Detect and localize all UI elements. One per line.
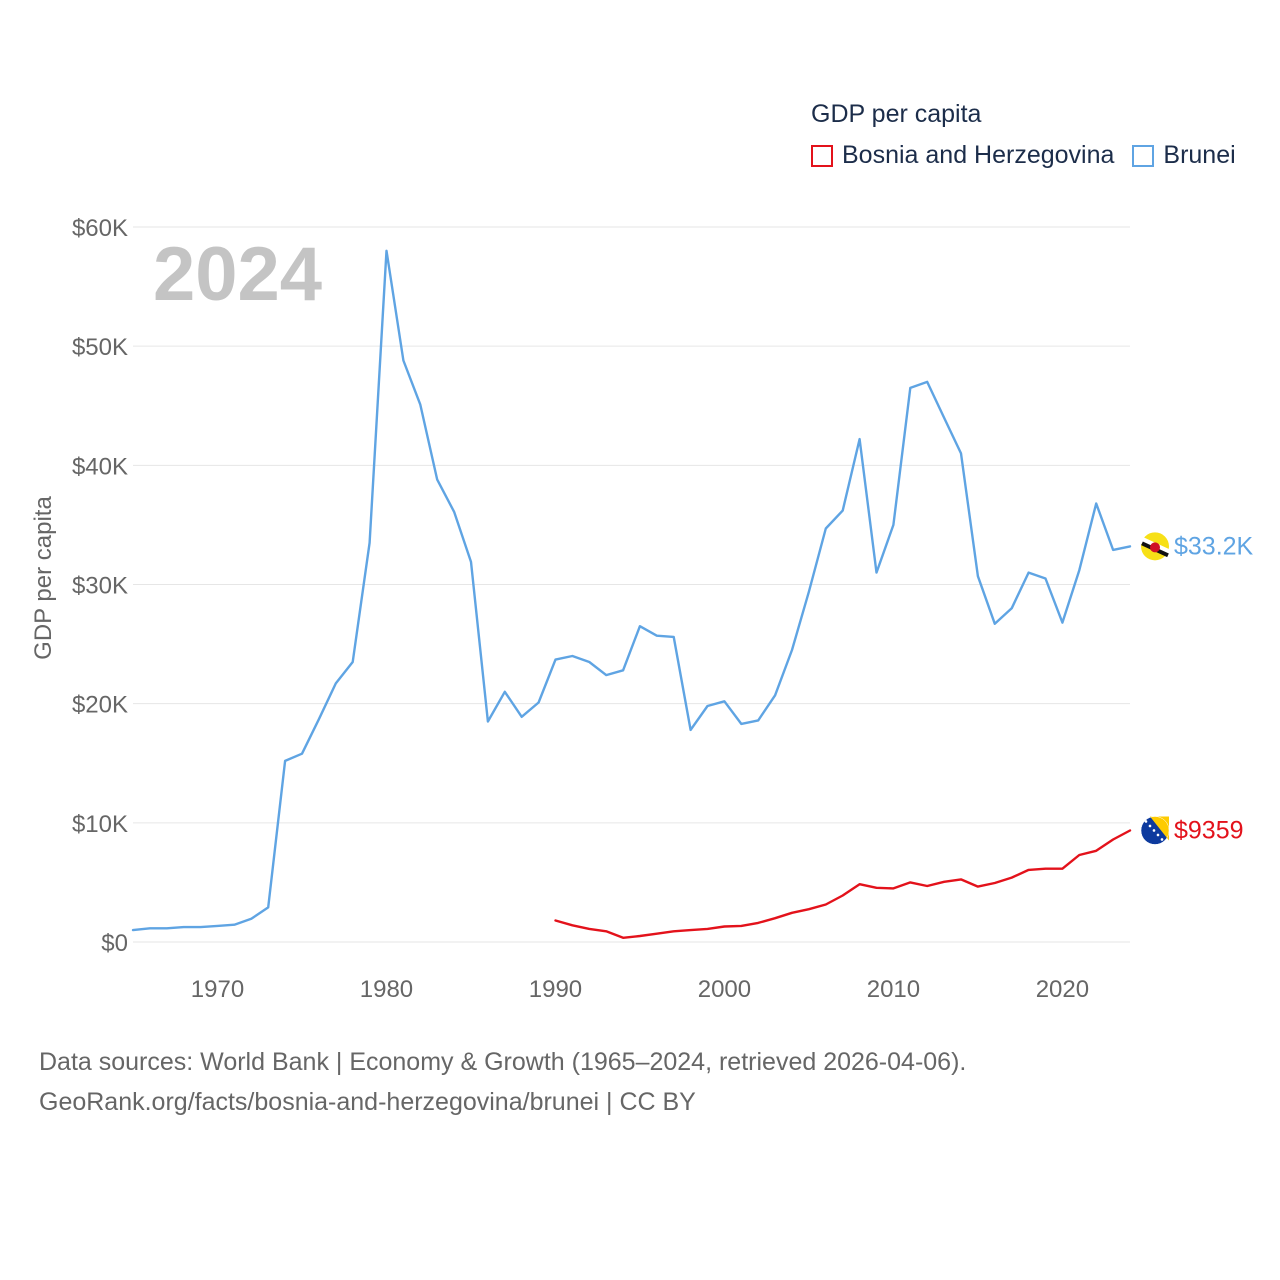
- series-line-bosnia: [554, 829, 1132, 939]
- flag-star: [1152, 829, 1156, 832]
- y-tick-label: $40K: [72, 453, 128, 480]
- legend-title: GDP per capita: [811, 100, 982, 128]
- x-axis-ticks: 1970 1980 1990 2000 2010 2020: [191, 976, 1089, 1003]
- flag-star: [1156, 833, 1160, 837]
- x-tick-label: 2020: [1036, 976, 1089, 1003]
- flag-rim: [1140, 816, 1170, 845]
- x-tick-label: 1980: [360, 976, 413, 1003]
- y-axis-label: GDP per capita: [30, 496, 57, 660]
- legend-swatch-brunei: [1132, 144, 1155, 167]
- legend-item-brunei[interactable]: Brunei: [1132, 141, 1236, 170]
- flag-icon-brunei: [1140, 532, 1170, 561]
- y-tick-label: $0: [101, 930, 128, 957]
- gridlines: [133, 226, 1130, 943]
- legend-items: Bosnia and Herzegovina Brunei: [811, 141, 1254, 170]
- y-tick-label: $60K: [72, 215, 128, 242]
- legend-label-brunei: Brunei: [1163, 141, 1236, 169]
- x-tick-label: 1970: [191, 976, 244, 1003]
- flag-icon-bosnia: [1140, 816, 1170, 845]
- x-tick-label: 1990: [529, 976, 582, 1003]
- end-label-bosnia: $9359: [1174, 816, 1244, 844]
- flag-emblem: [1150, 542, 1160, 553]
- y-tick-label: $10K: [72, 811, 128, 838]
- series-end-markers: $33.2K $9359: [1140, 532, 1254, 845]
- footer: Data sources: World Bank | Economy & Gro…: [39, 1042, 966, 1122]
- y-tick-label: $20K: [72, 692, 128, 719]
- legend-item-bosnia[interactable]: Bosnia and Herzegovina: [811, 141, 1114, 170]
- series-line-brunei: [131, 249, 1132, 932]
- flag-star: [1160, 838, 1164, 841]
- y-tick-label: $30K: [72, 573, 128, 600]
- footer-sources: Data sources: World Bank | Economy & Gro…: [39, 1048, 967, 1076]
- end-label-brunei: $33.2K: [1174, 532, 1254, 560]
- year-watermark: 2024: [153, 232, 322, 317]
- series-lines: [131, 249, 1132, 939]
- x-tick-label: 2010: [867, 976, 920, 1003]
- flag-triangle: [1150, 816, 1169, 841]
- legend: GDP per capita Bosnia and Herzegovina Br…: [811, 100, 1254, 170]
- legend-swatch-bosnia: [811, 144, 833, 167]
- x-tick-label: 2000: [698, 976, 751, 1003]
- y-axis-ticks: $0 $10K $20K $30K $40K $50K $60K: [72, 215, 128, 957]
- flag-star: [1144, 820, 1148, 823]
- y-tick-label: $50K: [72, 334, 128, 361]
- legend-label-bosnia: Bosnia and Herzegovina: [842, 141, 1115, 169]
- footer-link[interactable]: GeoRank.org/facts/bosnia-and-herzegovina…: [39, 1088, 696, 1116]
- flag-star: [1148, 824, 1152, 828]
